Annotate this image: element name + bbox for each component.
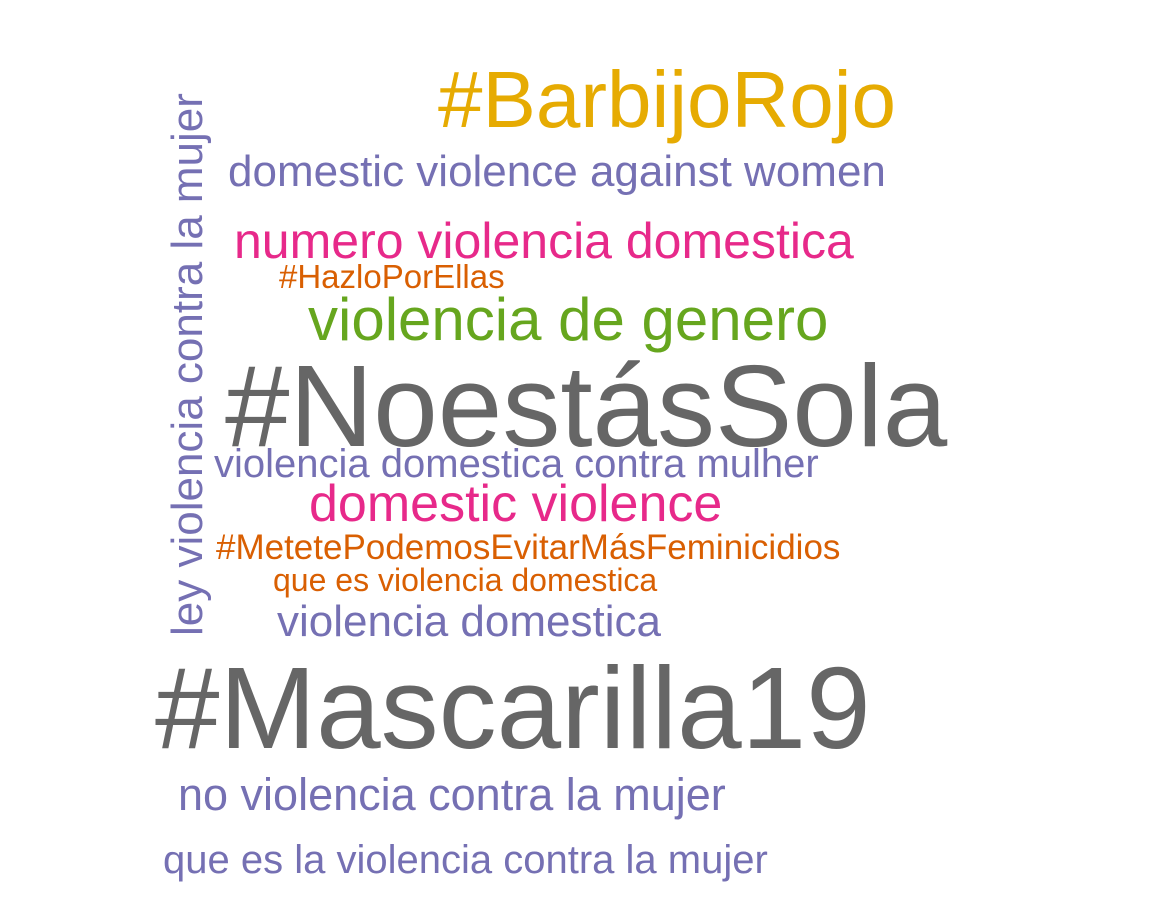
word-domestic-violence: domestic violence bbox=[309, 475, 723, 533]
word-ley-violencia-contra-la-mujer: ley violencia contra la mujer bbox=[163, 93, 212, 636]
word-que-es-violencia-domestica: que es violencia domestica bbox=[273, 562, 658, 598]
word-que-es-la-violencia-contra-la-mujer: que es la violencia contra la mujer bbox=[163, 838, 768, 882]
word-hazlo-por-ellas: #HazloPorEllas bbox=[279, 258, 505, 295]
word-no-estas-sola: #NoestásSola bbox=[225, 341, 948, 471]
word-violencia-domestica-contra-mulher: violencia domestica contra mulher bbox=[214, 442, 819, 486]
word-no-violencia-contra-la-mujer: no violencia contra la mujer bbox=[178, 769, 726, 820]
word-domestic-violence-against-women: domestic violence against women bbox=[228, 147, 886, 196]
word-violencia-domestica: violencia domestica bbox=[277, 597, 661, 646]
word-numero-violencia-domestica: numero violencia domestica bbox=[234, 213, 854, 269]
word-violencia-de-genero: violencia de genero bbox=[308, 286, 829, 353]
word-mascarilla19: #Mascarilla19 bbox=[155, 643, 871, 773]
word-barbijo-rojo: #BarbijoRojo bbox=[438, 55, 897, 144]
word-metete-podemos-evitar: #MetetePodemosEvitarMásFeminicidios bbox=[216, 528, 841, 567]
